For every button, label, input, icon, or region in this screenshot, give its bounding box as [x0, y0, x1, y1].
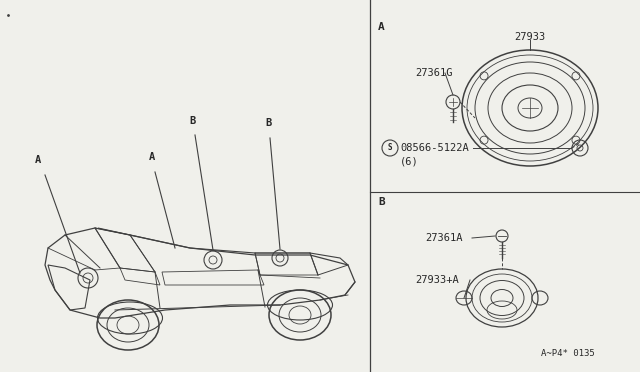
Text: 27361G: 27361G	[415, 68, 452, 78]
Text: A~P4* 0135: A~P4* 0135	[541, 349, 595, 358]
Text: A: A	[149, 152, 155, 162]
Text: A: A	[35, 155, 41, 165]
Text: S: S	[388, 144, 392, 153]
Text: (6): (6)	[400, 157, 419, 167]
Text: A: A	[378, 22, 385, 32]
Text: 27361A: 27361A	[425, 233, 463, 243]
Text: 08566-5122A: 08566-5122A	[400, 143, 468, 153]
Text: B: B	[378, 197, 385, 207]
Text: 27933: 27933	[515, 32, 546, 42]
Text: B: B	[265, 118, 271, 128]
Text: 27933+A: 27933+A	[415, 275, 459, 285]
Text: B: B	[189, 116, 195, 126]
